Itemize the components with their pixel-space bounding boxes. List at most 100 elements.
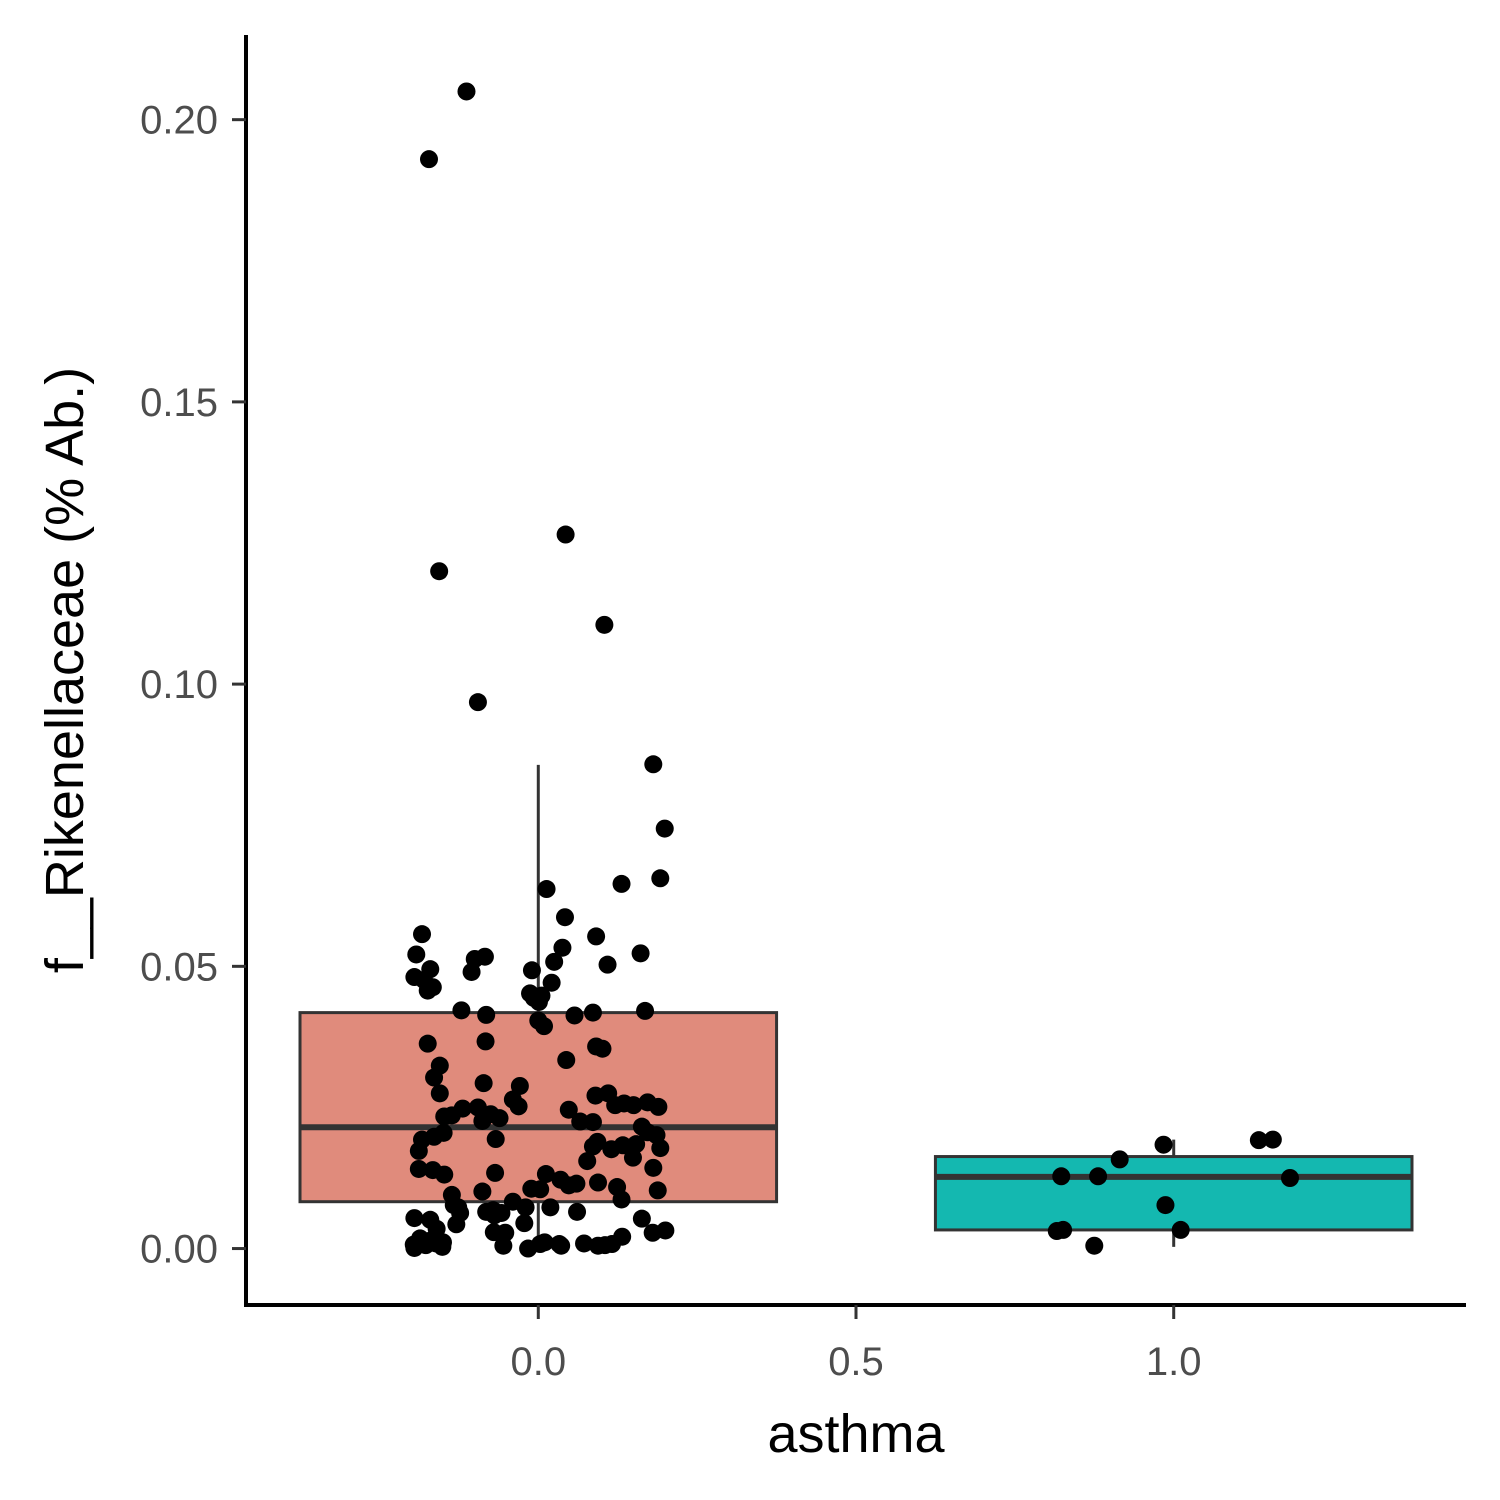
data-point [413,925,432,944]
data-point [510,1076,529,1095]
data-point [430,562,449,581]
data-point [1171,1220,1190,1239]
data-point [568,1202,587,1221]
data-point [649,1097,668,1116]
data-point [655,819,674,838]
data-point [589,1173,608,1192]
data-point [447,1215,466,1234]
data-point [583,1137,602,1156]
data-point [631,944,650,963]
y-tick-label: 0.10 [140,663,218,707]
data-point [435,1165,454,1184]
data-point [1280,1169,1299,1187]
data-point [486,1130,505,1149]
x-axis-title: asthma [767,1404,945,1464]
data-point [1089,1167,1108,1186]
data-point [418,981,437,1000]
data-point [595,615,614,634]
data-point [519,1239,538,1258]
data-point [606,1096,625,1115]
data-point [486,1163,505,1182]
data-point [435,1107,454,1126]
ticks-layer: 0.0 0.5 1.0 0.00 0.05 0.10 0.15 0.20 [140,99,1201,1384]
data-point [1047,1222,1066,1241]
data-point [1263,1130,1282,1149]
y-tick-label: 0.00 [140,1228,218,1272]
data-point [1156,1196,1175,1215]
data-point [644,755,663,774]
data-point [522,961,541,980]
data-point [420,150,438,169]
data-point [651,869,670,888]
data-point [515,1214,534,1233]
y-tick-label: 0.15 [140,381,218,425]
data-point [596,1236,615,1255]
data-point [490,1109,509,1128]
data-point [583,1003,602,1022]
x-tick-label: 0.5 [828,1340,884,1384]
data-point [557,1051,576,1070]
data-point [1110,1150,1129,1169]
data-point [648,1181,667,1200]
x-tick-label: 0.0 [510,1340,566,1384]
data-point [536,1165,555,1184]
data-point [1085,1236,1104,1255]
data-point [425,1068,444,1087]
data-point [545,952,564,971]
data-point [651,1139,670,1158]
data-point [494,1236,513,1255]
data-point [612,1190,631,1209]
y-axis-title: f__Rikenellaceae (% Ab.) [35,367,95,973]
data-point [509,1097,528,1116]
data-point [627,1135,646,1154]
data-point [476,1032,495,1051]
data-point [409,1159,428,1178]
data-point [556,525,575,544]
data-point [405,1209,424,1228]
data-point [624,1096,643,1115]
data-point [578,1152,597,1171]
data-point [644,1158,663,1177]
data-point [632,1209,651,1228]
data-point [643,1223,662,1242]
y-tick-label: 0.05 [140,945,218,989]
data-point [559,1100,578,1119]
box-1-iqr [933,1155,1414,1232]
data-point [418,1034,437,1053]
data-point [587,927,606,946]
x-tick-label: 1.0 [1146,1340,1202,1384]
data-point [553,938,572,957]
y-tick-label: 0.20 [140,99,218,143]
data-point [462,962,481,981]
data-point [473,1111,492,1130]
data-point [593,1039,612,1058]
data-point [559,1176,578,1195]
data-point [473,1182,492,1201]
data-point [405,1238,424,1257]
data-point [542,973,561,992]
data-point [485,1206,504,1225]
data-point [468,693,487,712]
data-point [571,1112,590,1131]
data-point [452,1001,471,1020]
data-point [541,1198,560,1217]
data-point [537,880,556,899]
data-point [409,1141,428,1160]
data-point [531,1180,550,1199]
data-point [598,955,617,974]
data-point [430,1084,449,1103]
data-point [583,1113,602,1132]
data-point [503,1192,522,1211]
data-point [1154,1135,1173,1154]
data-point [407,945,426,964]
data-point [623,1148,642,1167]
data-point [477,1005,496,1024]
data-point [602,1140,621,1159]
data-point [555,908,574,927]
data-point [535,1017,554,1036]
boxes-layer [298,764,1414,1249]
data-point [552,1236,571,1255]
data-point [457,82,476,101]
data-point [1249,1131,1268,1150]
